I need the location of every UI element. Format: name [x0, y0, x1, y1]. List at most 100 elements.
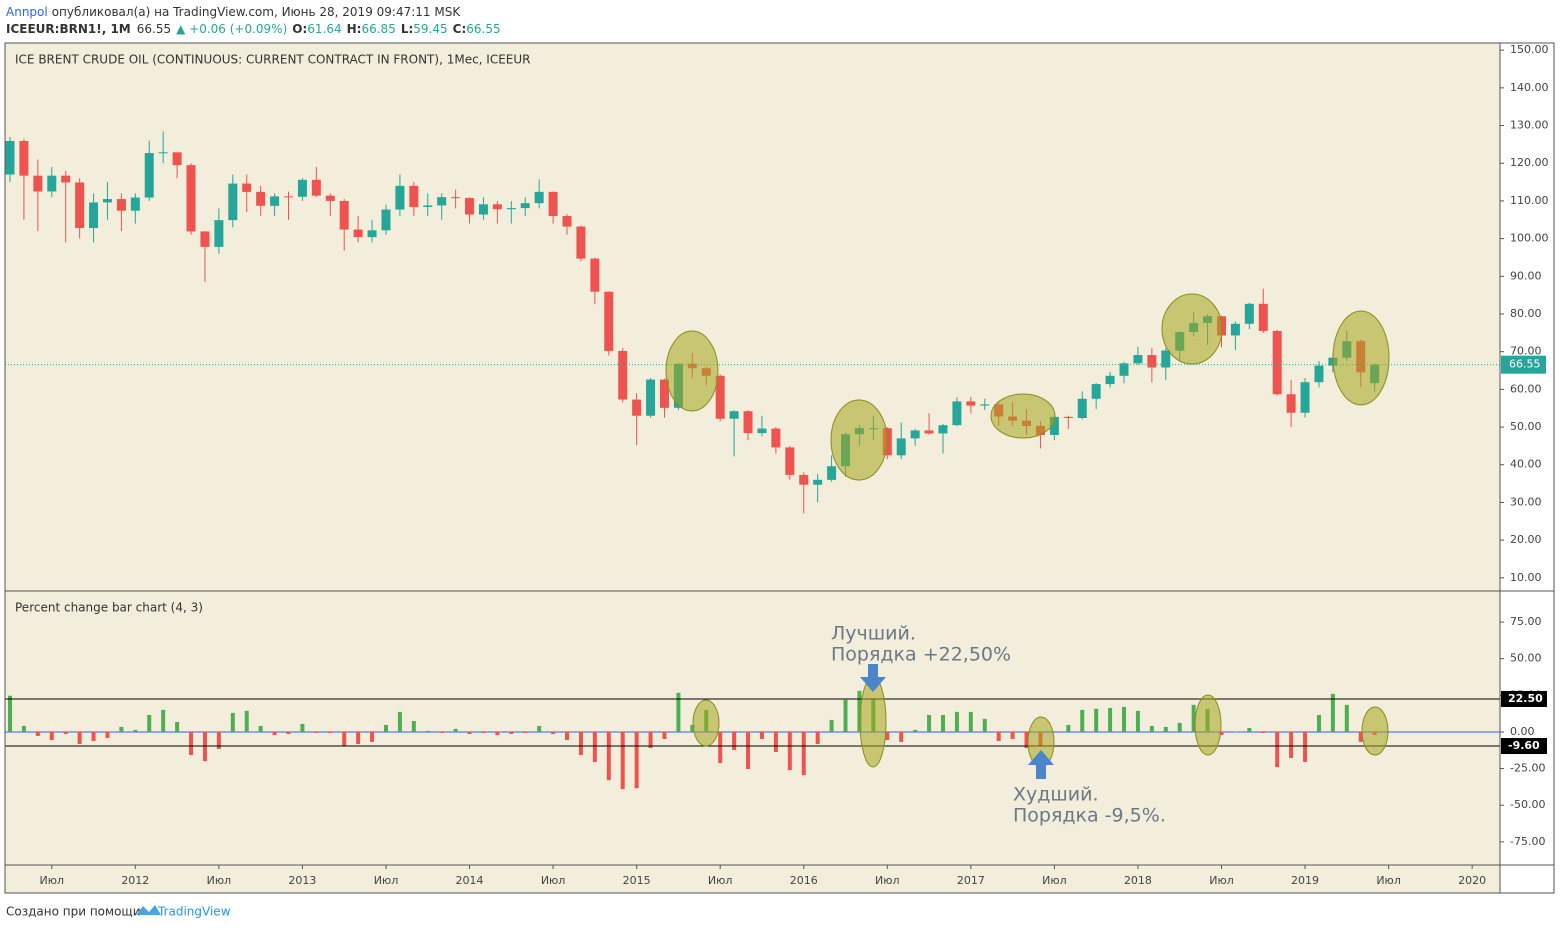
footer-text: Создано при помощи: [6, 905, 141, 919]
bar: [230, 712, 235, 732]
ohlc-label: C:: [453, 22, 467, 36]
candle-body: [980, 404, 990, 406]
bar: [718, 731, 723, 764]
bar: [732, 731, 737, 750]
y-tick-label: 0.00: [1510, 725, 1535, 738]
candle-body: [172, 152, 182, 166]
ellipse: [692, 699, 720, 747]
candle-body: [1286, 394, 1296, 413]
y-tick-label: 60.00: [1510, 382, 1542, 395]
candle-body: [284, 196, 294, 198]
y-tick-label: 100.00: [1510, 232, 1549, 245]
change: ▲ +0.06 (+0.09%): [176, 22, 287, 36]
candle-body: [1119, 363, 1129, 376]
bar: [411, 720, 416, 732]
candle-body: [242, 183, 252, 192]
annotation: Лучший.: [831, 623, 916, 645]
bar: [913, 729, 918, 732]
bar: [885, 731, 890, 741]
y-tick-label: 50.00: [1510, 652, 1542, 665]
bar: [801, 731, 806, 776]
candle-body: [1230, 323, 1240, 336]
bar: [175, 721, 180, 732]
symbol: ICEEUR:BRN1!, 1M: [6, 22, 131, 36]
bar: [537, 725, 542, 732]
bar: [1289, 731, 1294, 759]
bar: [1024, 731, 1029, 749]
bar: [1163, 726, 1168, 732]
bar: [328, 731, 333, 733]
candle-body: [827, 466, 837, 480]
bar: [105, 731, 110, 738]
arrow-down: [860, 664, 886, 692]
y-tick-label: 40.00: [1510, 458, 1542, 471]
candle-body: [1314, 365, 1324, 383]
candle-body: [506, 208, 516, 210]
bar: [383, 724, 388, 732]
bar: [565, 731, 570, 741]
candle-body: [339, 200, 349, 230]
candle-body: [1077, 398, 1087, 419]
ohlc-value: 59.45: [413, 22, 447, 36]
candle-body: [367, 230, 377, 238]
bar: [662, 731, 667, 739]
candle-body: [813, 479, 823, 485]
x-tick-label: Июл: [207, 874, 232, 887]
candle-body: [116, 199, 126, 211]
bar: [314, 731, 319, 733]
ellipse: [990, 393, 1056, 439]
bar: [940, 714, 945, 732]
bar: [954, 711, 959, 732]
candle-body: [1105, 375, 1115, 385]
y-tick-label: 110.00: [1510, 194, 1549, 207]
bar: [189, 731, 194, 756]
candle-body: [1091, 384, 1101, 399]
author-link[interactable]: Annpol: [6, 5, 48, 19]
bar: [439, 731, 444, 733]
bar: [606, 731, 611, 781]
candle-body: [590, 258, 600, 292]
y-tick-label: 120.00: [1510, 156, 1549, 169]
candle-body: [381, 209, 391, 231]
bar: [1261, 731, 1266, 733]
bar: [1066, 724, 1071, 732]
level-label: 22.50: [1508, 692, 1543, 705]
footer-brand[interactable]: TradingView: [157, 905, 231, 919]
x-tick-label: 2013: [288, 874, 316, 887]
candle-body: [423, 205, 433, 207]
price-label: 66.55: [1509, 358, 1541, 371]
bar: [63, 731, 68, 735]
x-tick-label: Июл: [541, 874, 566, 887]
y-tick-label: 150.00: [1510, 43, 1549, 56]
x-tick-label: 2020: [1458, 874, 1486, 887]
ohlc-value: 61.64: [307, 22, 341, 36]
bar: [1052, 731, 1057, 732]
candle-body: [896, 438, 906, 456]
bar: [300, 723, 305, 732]
candle-body: [1147, 355, 1157, 368]
bar: [272, 731, 277, 736]
level-label-bg: [1501, 690, 1547, 707]
ellipse: [830, 399, 888, 481]
x-tick-label: Июл: [1209, 874, 1234, 887]
candle-body: [451, 197, 461, 199]
chart-frame: [4, 42, 1555, 894]
ellipse: [665, 330, 719, 412]
bar: [77, 731, 82, 744]
candle-body: [924, 430, 934, 434]
candle-body: [186, 165, 196, 232]
bar: [1275, 731, 1280, 768]
arrow-up: [1028, 750, 1054, 779]
bar: [8, 695, 12, 732]
y-tick-label: 90.00: [1510, 269, 1542, 282]
candle-body: [1049, 416, 1059, 435]
bar: [356, 731, 361, 744]
bar: [342, 731, 347, 747]
bar: [592, 731, 597, 762]
bar: [1330, 693, 1335, 732]
bar: [1122, 706, 1127, 732]
candle-body: [910, 430, 920, 439]
bar: [1247, 728, 1252, 732]
x-tick-label: 2016: [790, 874, 818, 887]
